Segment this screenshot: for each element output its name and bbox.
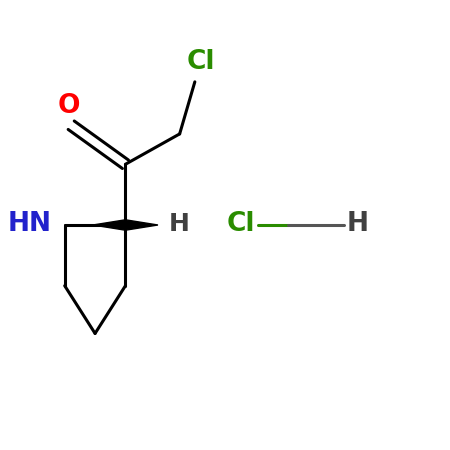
Text: H: H [169,212,190,236]
Text: HN: HN [8,211,52,237]
Text: Cl: Cl [227,211,256,237]
Text: O: O [58,93,80,119]
Text: Cl: Cl [187,50,216,75]
Polygon shape [93,220,126,230]
Polygon shape [126,220,158,230]
Text: H: H [346,211,369,237]
